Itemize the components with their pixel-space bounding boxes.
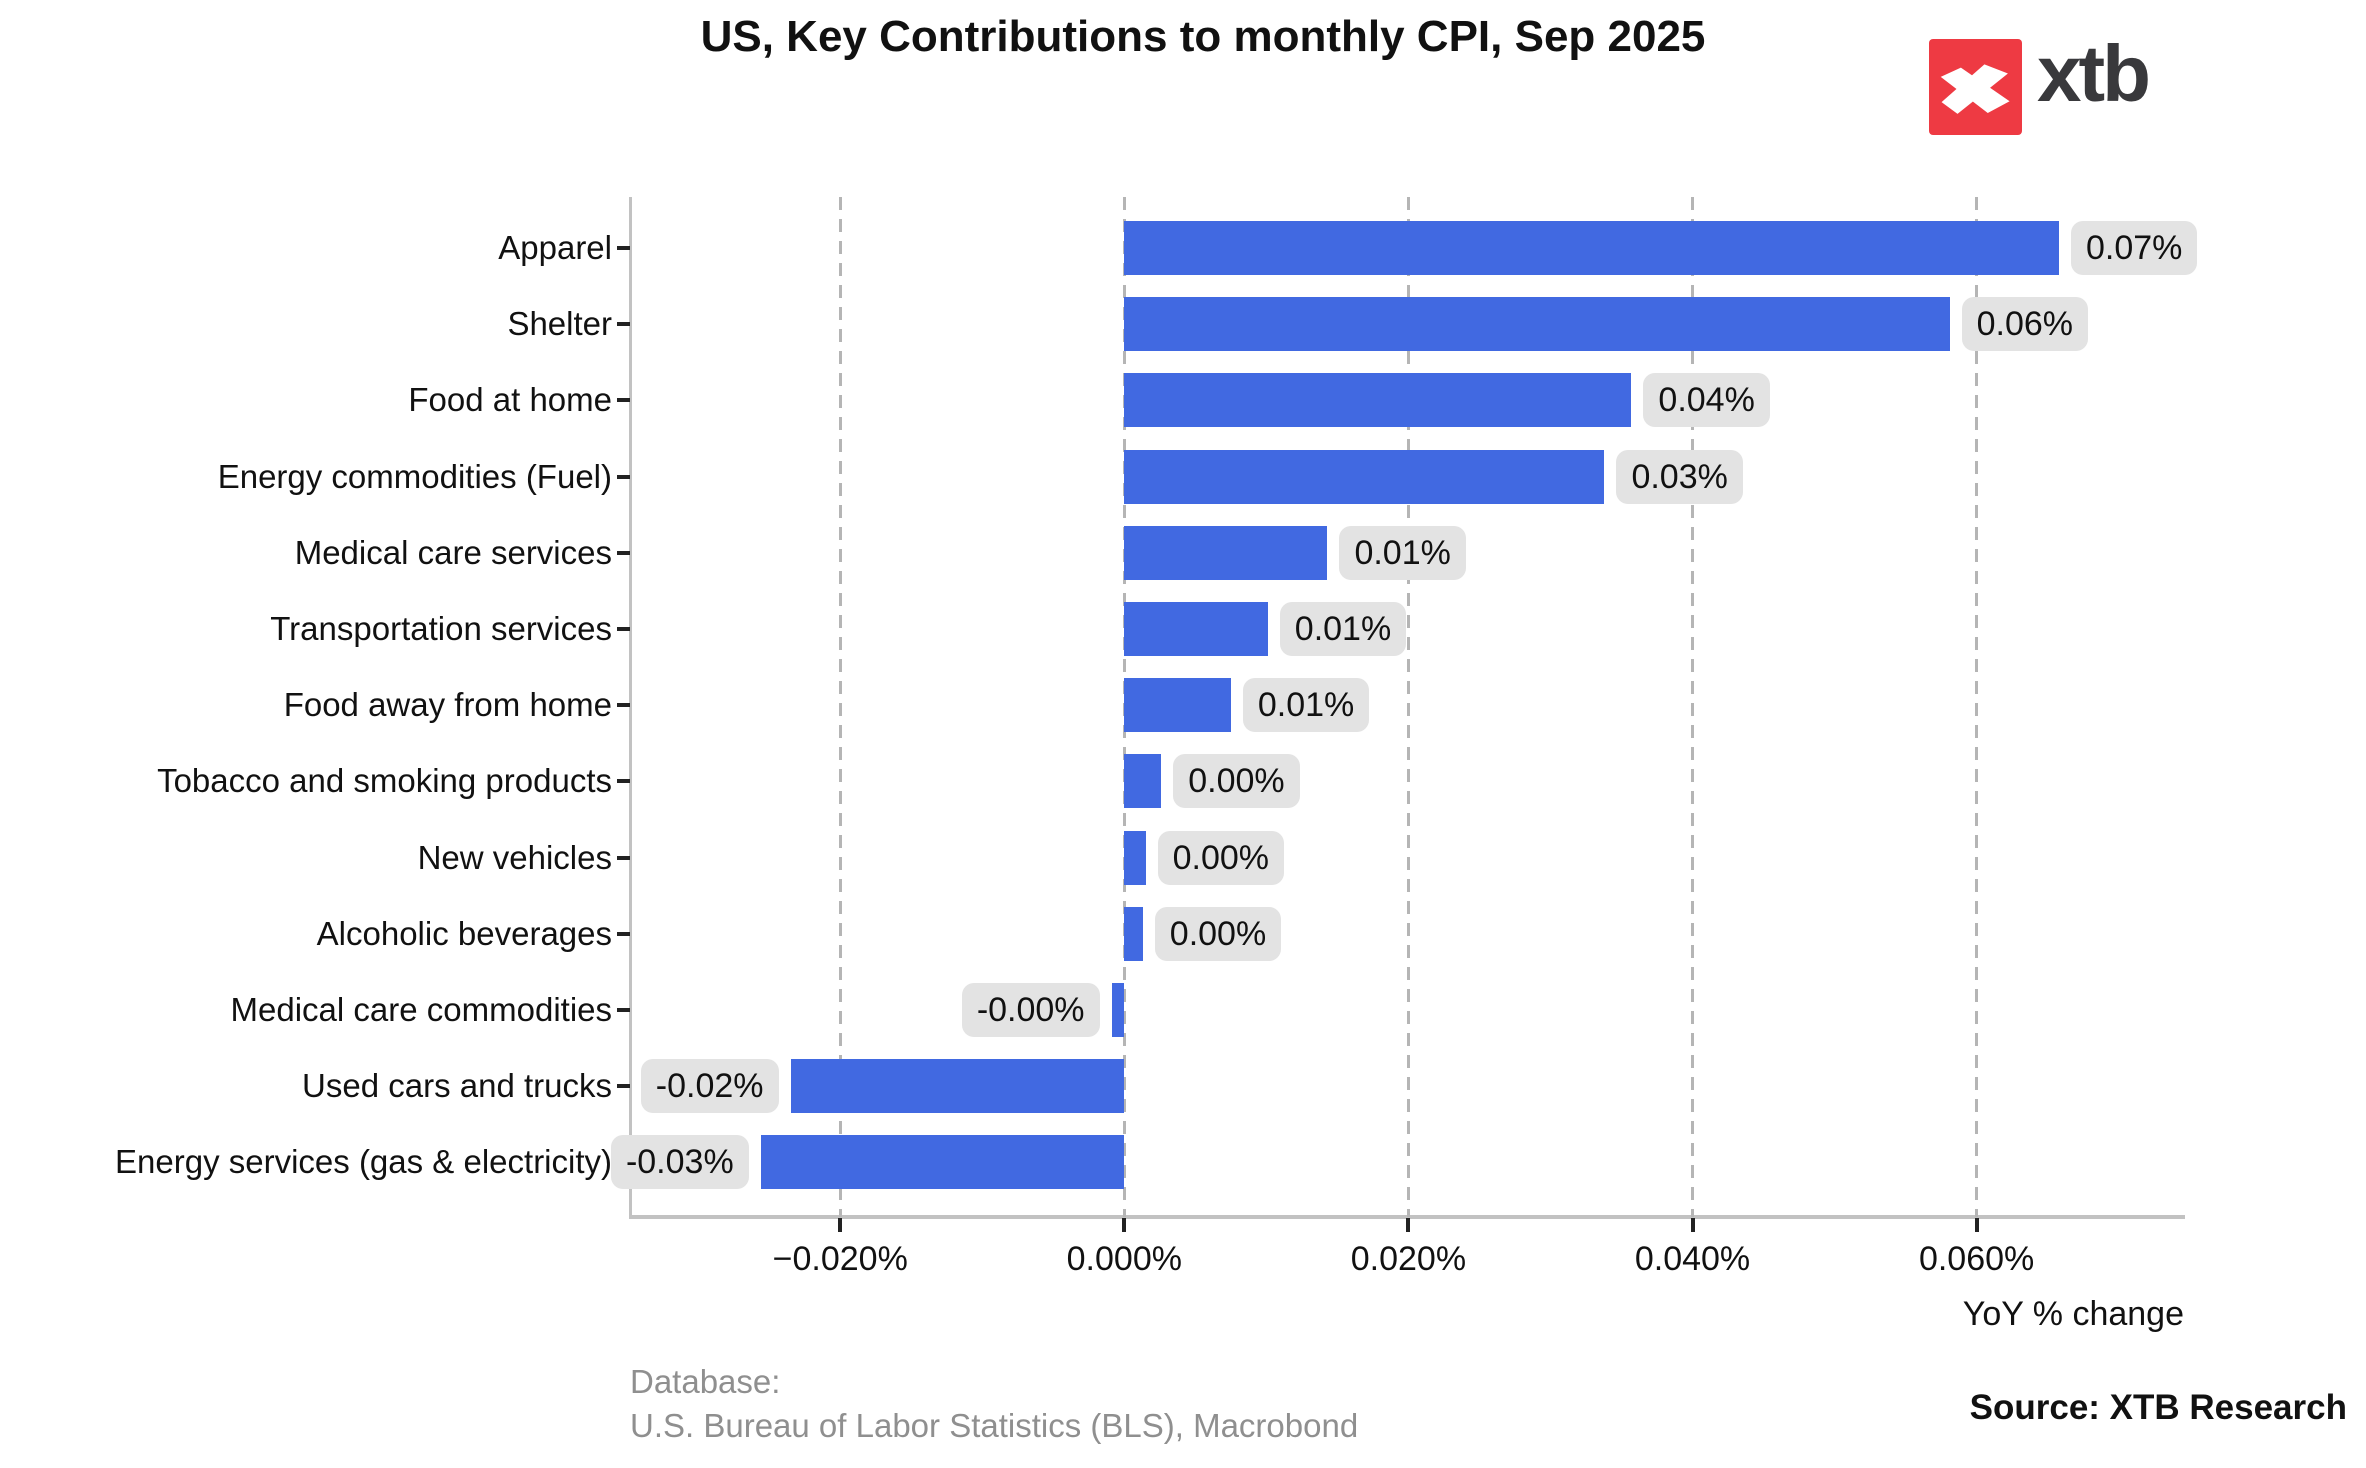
value-label: 0.06% <box>1961 297 2089 352</box>
category-label: Used cars and trucks <box>302 1067 612 1105</box>
gridline <box>838 197 842 1217</box>
database-note: Database: U.S. Bureau of Labor Statistic… <box>630 1360 1358 1448</box>
value-label: -0.00% <box>961 983 1100 1037</box>
y-axis-tick <box>617 322 630 327</box>
bar <box>1124 297 1950 352</box>
x-axis-tick-label: 0.000% <box>1066 1240 1182 1278</box>
x-axis-tick <box>1690 1218 1695 1232</box>
category-label: Alcoholic beverages <box>316 914 612 952</box>
value-label: 0.00% <box>1154 906 1282 961</box>
gridline <box>1975 197 1979 1217</box>
bar <box>1124 221 2059 275</box>
category-label: Energy services (gas & electricity) <box>115 1143 612 1181</box>
category-label: Transportation services <box>270 610 612 647</box>
bar <box>1124 906 1143 961</box>
xtb-logo-text: xtb <box>2037 29 2151 118</box>
value-label: -0.03% <box>610 1135 749 1190</box>
bar <box>1124 678 1231 733</box>
bar <box>1124 449 1605 504</box>
source-note: Source: XTB Research <box>1969 1388 2347 1427</box>
category-label: Shelter <box>507 305 612 343</box>
value-label: -0.02% <box>640 1059 779 1114</box>
x-axis-tick-label: 0.060% <box>1918 1240 2035 1278</box>
x-axis-tick-label: 0.020% <box>1350 1240 1467 1278</box>
y-axis-tick <box>617 703 630 708</box>
y-axis-spine <box>629 197 632 1217</box>
value-label: 0.03% <box>1616 449 1743 504</box>
value-label: 0.00% <box>1173 754 1300 809</box>
category-label: New vehicles <box>417 838 612 876</box>
bar <box>1124 830 1146 885</box>
database-note-line2: U.S. Bureau of Labor Statistics (BLS), M… <box>630 1407 1359 1444</box>
y-axis-tick <box>617 550 630 555</box>
gridline <box>1406 197 1410 1217</box>
category-label: Tobacco and smoking products <box>157 762 612 800</box>
category-label: Food away from home <box>283 686 612 724</box>
x-axis-tick <box>838 1218 843 1232</box>
value-label: 0.00% <box>1157 830 1285 885</box>
x-axis-line <box>629 1215 2185 1219</box>
bar <box>790 1059 1125 1114</box>
value-label: 0.01% <box>1242 678 1370 733</box>
category-label: Medical care services <box>294 533 612 571</box>
x-axis-tick-label: 0.040% <box>1634 1240 1751 1278</box>
y-axis-tick <box>617 246 630 250</box>
x-axis-tick <box>1406 1218 1411 1232</box>
value-label: 0.07% <box>2070 221 2198 275</box>
y-axis-tick <box>617 855 630 860</box>
bar <box>1124 373 1632 428</box>
bar <box>1124 602 1268 656</box>
category-label: Food at home <box>408 381 612 419</box>
y-axis-tick <box>617 1084 630 1089</box>
category-label: Medical care commodities <box>230 991 612 1028</box>
category-label: Apparel <box>498 229 612 266</box>
x-axis-tick-label: −0.020% <box>772 1240 908 1278</box>
bar <box>1111 983 1125 1037</box>
x-axis-title: YoY % change <box>1962 1295 2184 1333</box>
y-axis-tick <box>617 474 630 479</box>
y-axis-tick <box>617 1008 630 1012</box>
y-axis-tick <box>617 931 630 936</box>
chart-title: US, Key Contributions to monthly CPI, Se… <box>700 12 1706 61</box>
category-label: Energy commodities (Fuel) <box>217 457 612 495</box>
value-label: 0.01% <box>1339 525 1466 580</box>
gridline <box>1691 197 1694 1217</box>
xtb-x-mark-icon <box>1929 39 2022 135</box>
value-label: 0.01% <box>1279 602 1407 656</box>
y-axis-tick <box>617 398 630 403</box>
value-label: 0.04% <box>1643 373 1770 428</box>
y-axis-tick <box>617 779 630 784</box>
bar <box>760 1135 1125 1190</box>
y-axis-tick <box>617 627 630 631</box>
x-axis-tick <box>1122 1218 1127 1232</box>
database-note-line1: Database: <box>630 1363 781 1400</box>
x-axis-tick <box>1974 1218 1979 1232</box>
bar <box>1124 525 1328 580</box>
bar <box>1124 754 1162 809</box>
